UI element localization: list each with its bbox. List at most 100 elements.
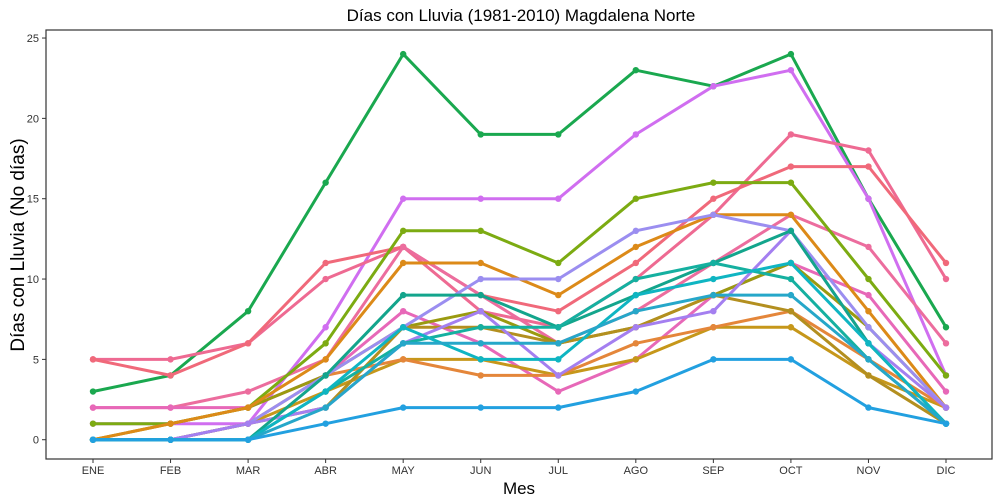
data-point [244,340,252,347]
data-point [555,372,562,379]
x-tick-label: NOV [857,465,882,477]
x-tick-label: OCT [779,465,803,477]
data-point [399,340,407,347]
x-tick-label: MAR [236,465,261,477]
data-point [710,291,717,299]
data-point [167,420,174,427]
data-point [322,179,329,186]
data-point [399,356,407,363]
data-point [555,259,562,267]
data-point [399,404,407,411]
data-point [710,356,717,363]
data-point [787,259,795,267]
data-point [865,163,872,170]
data-point [865,195,872,202]
data-point [787,211,795,218]
data-point [710,324,717,331]
data-point [477,356,484,363]
data-point [167,436,174,443]
data-point [787,307,795,315]
series-line [91,52,948,393]
data-point [399,243,407,251]
plot-panel-border [45,29,993,460]
data-point [555,307,562,315]
data-point [787,163,795,170]
data-point [477,227,484,235]
data-point [555,195,562,202]
data-point [555,275,562,283]
y-tick-label: 25 [27,33,39,45]
data-point [942,388,950,395]
data-point [787,275,795,283]
data-point [244,436,252,443]
series-19 [89,356,950,443]
data-point [942,259,950,267]
data-point [632,275,640,283]
series-line [91,213,948,410]
data-point [399,259,407,267]
data-point [632,66,640,74]
data-point [399,227,407,235]
data-point [555,356,562,363]
data-point [865,307,872,315]
data-point [632,388,640,395]
data-point [477,291,484,299]
data-point [632,324,640,331]
y-tick-label: 0 [33,435,39,447]
data-point [942,404,950,411]
data-point [477,259,484,267]
data-point [167,404,174,411]
data-point [167,356,174,363]
data-point [787,50,795,58]
chart-title: Días con Lluvia (1981-2010) Magdalena No… [347,6,696,25]
data-point [322,340,329,347]
data-point [865,356,872,363]
data-point [787,324,795,331]
x-tick-label: DIC [937,465,956,477]
x-tick-label: ABR [314,465,337,477]
data-point [244,404,252,411]
data-point [632,243,640,251]
data-point [89,420,97,427]
data-point [555,131,562,138]
data-point [477,372,484,379]
data-point [865,404,872,411]
data-point [399,307,407,315]
data-point [710,259,717,267]
data-point [710,211,717,218]
data-point [942,275,950,283]
data-point [787,291,795,299]
data-point [710,83,717,90]
data-point [865,147,872,154]
data-point [632,259,640,267]
data-point [865,372,872,379]
data-point [865,243,872,251]
data-point [787,356,795,363]
y-tick-label: 15 [27,194,39,206]
data-point [89,404,97,411]
data-point [399,291,407,299]
data-point [89,436,97,443]
data-point [787,66,795,74]
x-tick-label: ENE [82,465,105,477]
data-point [710,179,717,186]
data-point [632,131,640,138]
data-point [399,195,407,202]
x-tick-label: SEP [702,465,724,477]
x-tick-label: FEB [160,465,181,477]
data-point [399,50,407,58]
x-tick-label: AGO [624,465,649,477]
x-axis: ENE FEB MAR ABR MAY JUN JUL AGO SEP OCT NOV DIC [82,459,956,477]
data-point [399,324,407,331]
data-point [477,131,484,138]
data-point [89,356,97,363]
y-tick-label: 20 [27,113,39,125]
data-point [477,404,484,411]
data-point [942,340,950,347]
y-tick-label: 10 [27,274,39,286]
x-tick-label: JUN [470,465,491,477]
data-point [555,340,562,347]
data-point [787,179,795,186]
